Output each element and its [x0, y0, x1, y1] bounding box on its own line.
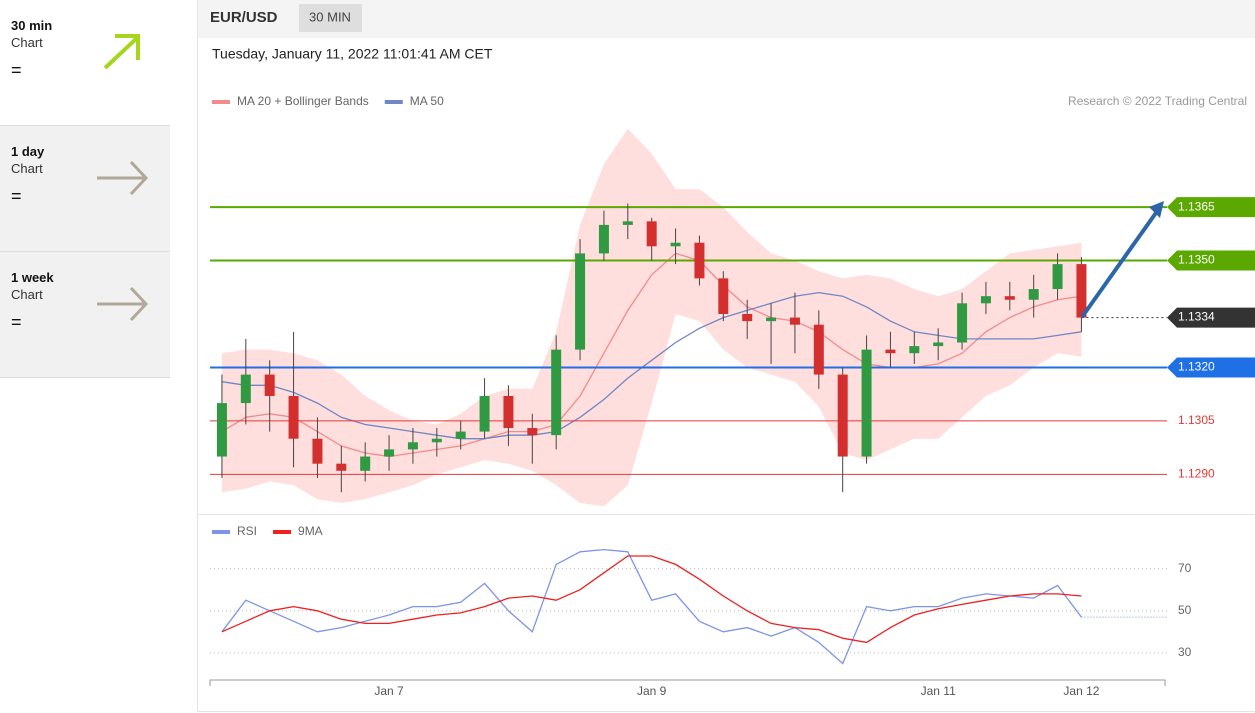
x-tick-label: Jan 9 [637, 684, 667, 698]
candle-body [336, 463, 347, 471]
candle-body [479, 395, 490, 432]
candle-body [1028, 289, 1039, 300]
candle-body [670, 242, 681, 247]
x-tick-label: Jan 12 [1063, 684, 1099, 698]
candle-body [264, 374, 275, 396]
candle-body [909, 346, 920, 354]
y-tick-label: 30 [1178, 645, 1192, 659]
timeframe-row[interactable]: 30 min Chart = [0, 0, 170, 126]
candle-body [933, 342, 944, 347]
candle-body [1052, 264, 1063, 290]
level-tag [1167, 357, 1255, 378]
row-label: Chart [11, 35, 43, 50]
level-tag [1167, 197, 1255, 218]
candle-body [312, 438, 323, 464]
series-line [221, 548, 1082, 665]
forecast-arrow-head [1149, 201, 1164, 218]
signal: = [11, 312, 22, 332]
candle-body [694, 242, 705, 279]
signal: = [11, 60, 22, 80]
row-label: Chart [11, 287, 43, 302]
forecast-arrow [1080, 208, 1160, 319]
candle-body [240, 374, 251, 404]
candle-body [885, 349, 896, 354]
legend-label: MA 20 + Bollinger Bands [237, 94, 369, 108]
candle-body [789, 317, 800, 325]
y-tick-label: 50 [1178, 603, 1192, 617]
candle-body [766, 317, 777, 322]
candle-body [360, 456, 371, 471]
candle-body [551, 349, 562, 436]
timeframe: 30 MIN [309, 9, 351, 24]
x-tick-label: Jan 7 [374, 684, 404, 698]
candle-body [718, 278, 729, 314]
candle-body [742, 314, 753, 322]
timeframe-badge [299, 4, 362, 32]
x-axis [209, 679, 1166, 686]
level-tag [1167, 307, 1255, 328]
candle-body [622, 221, 633, 225]
chart-title: EUR/USD [210, 9, 278, 26]
candle-body [216, 403, 227, 457]
y-tick-label: 70 [1178, 561, 1192, 575]
sidebar: 30 min Chart = 1 day Chart = 1 week Char… [0, 0, 170, 378]
timeframe-row[interactable]: 1 week Chart = [0, 252, 170, 378]
level-label: 1.1365 [1178, 199, 1215, 213]
trend-arrow [97, 160, 149, 196]
level-label: 1.1350 [1178, 253, 1215, 267]
x-tick-label: Jan 11 [921, 684, 956, 698]
trend-arrow [97, 286, 149, 322]
candle-body [598, 224, 609, 254]
timestamp: Tuesday, January 11, 2022 11:01:41 AM CE… [212, 46, 493, 62]
candle-body [455, 431, 466, 439]
candle-body [1076, 264, 1087, 318]
candle-body [527, 428, 538, 436]
candle-body [288, 395, 299, 439]
level-label: 1.1320 [1178, 360, 1215, 374]
candle-body [503, 395, 514, 429]
level-label: 1.1290 [1178, 467, 1215, 481]
legend-label: RSI [237, 524, 257, 538]
level-tag [1167, 250, 1255, 271]
credit: Research © 2022 Trading Central [1068, 94, 1247, 108]
timeframe-row[interactable]: 1 day Chart = [0, 126, 170, 252]
candle-body [407, 442, 418, 450]
signal: = [11, 186, 22, 206]
series-line [221, 555, 1082, 644]
candle-body [646, 221, 657, 247]
candle-body [575, 253, 586, 350]
candle-body [1004, 296, 1015, 300]
row-label: Chart [11, 161, 43, 176]
trend-arrow [103, 34, 140, 70]
candle-body [837, 374, 848, 457]
candle-body [957, 303, 968, 343]
period: 1 week [11, 270, 54, 285]
legend-label: 9MA [298, 524, 323, 538]
candle-body [813, 324, 824, 375]
candle-body [384, 449, 395, 457]
level-label: 1.1305 [1178, 413, 1215, 427]
candle-body [980, 296, 991, 304]
candle-body [431, 438, 442, 443]
candle-body [861, 349, 872, 457]
bollinger-band [221, 128, 1082, 507]
header-bar [197, 0, 1255, 38]
period: 1 day [11, 144, 45, 159]
legend-label: MA 50 [410, 94, 444, 108]
level-label: 1.1334 [1178, 310, 1215, 324]
period: 30 min [11, 18, 53, 33]
